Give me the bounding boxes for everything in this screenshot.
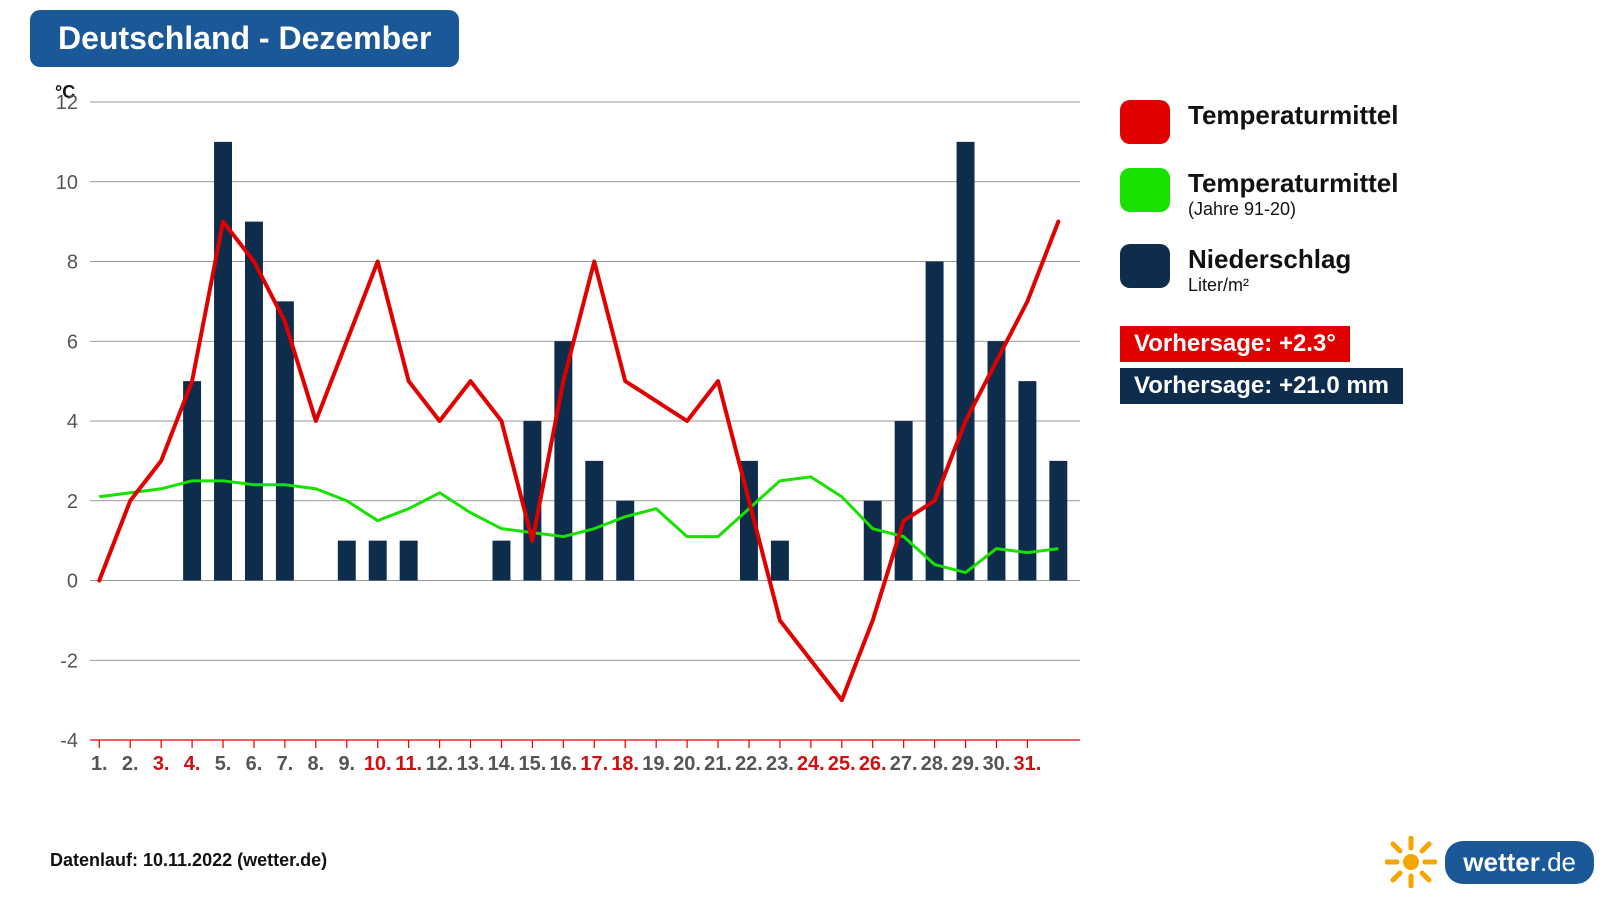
legend-item: Temperaturmittel(Jahre 91-20) (1120, 168, 1580, 220)
y-tick-label: -4 (60, 730, 78, 752)
legend-sublabel: (Jahre 91-20) (1188, 199, 1398, 220)
x-tick-label: 4. (184, 753, 201, 775)
x-tick-label: 12. (426, 753, 454, 775)
legend-label: Niederschlag (1188, 244, 1351, 275)
x-tick-label: 24. (797, 753, 825, 775)
wetter-logo: wetter.de (1385, 836, 1594, 888)
precip-bar (957, 142, 975, 581)
legend-item: NiederschlagLiter/m² (1120, 244, 1580, 296)
x-tick-label: 14. (488, 753, 516, 775)
title-text: Deutschland - Dezember (58, 20, 431, 56)
x-tick-label: 20. (673, 753, 701, 775)
x-tick-label: 30. (983, 753, 1011, 775)
y-tick-label: 10 (56, 172, 78, 194)
precip-bar (895, 421, 913, 581)
precip-bar (400, 541, 418, 581)
x-tick-label: 17. (580, 753, 608, 775)
precip-bar (338, 541, 356, 581)
precip-bar (771, 541, 789, 581)
legend-label: Temperaturmittel (1188, 168, 1398, 199)
x-tick-label: 28. (921, 753, 949, 775)
x-tick-label: 5. (215, 753, 232, 775)
precip-bar (864, 501, 882, 581)
page-title: Deutschland - Dezember (30, 10, 459, 67)
y-tick-label: -2 (60, 650, 78, 672)
y-tick-label: 2 (67, 491, 78, 513)
x-tick-label: 10. (364, 753, 392, 775)
y-tick-label: 6 (67, 331, 78, 353)
data-run-label: Datenlauf: 10.11.2022 (wetter.de) (50, 850, 327, 871)
legend-label: Temperaturmittel (1188, 100, 1398, 131)
x-tick-label: 15. (519, 753, 547, 775)
x-tick-label: 26. (859, 753, 887, 775)
legend-swatch (1120, 244, 1170, 288)
x-tick-label: 29. (952, 753, 980, 775)
x-tick-label: 22. (735, 753, 763, 775)
legend-item: Temperaturmittel (1120, 100, 1580, 144)
x-tick-label: 9. (338, 753, 355, 775)
y-tick-label: 12 (56, 92, 78, 114)
precip-bar (616, 501, 634, 581)
weather-chart: °C-4-20246810121.2.3.4.5.6.7.8.9.10.11.1… (30, 80, 1090, 780)
forecast-badge: Vorhersage: +2.3° (1120, 326, 1350, 362)
precip-bar (369, 541, 387, 581)
legend-swatch (1120, 100, 1170, 144)
sun-icon (1385, 836, 1437, 888)
y-tick-label: 0 (67, 571, 78, 593)
x-tick-label: 1. (91, 753, 108, 775)
precip-bar (1049, 461, 1067, 581)
y-tick-label: 8 (67, 252, 78, 274)
x-tick-label: 21. (704, 753, 732, 775)
x-tick-label: 25. (828, 753, 856, 775)
legend-swatch (1120, 168, 1170, 212)
x-tick-label: 8. (308, 753, 325, 775)
x-tick-label: 23. (766, 753, 794, 775)
x-tick-label: 2. (122, 753, 139, 775)
legend-sublabel: Liter/m² (1188, 275, 1351, 296)
precip-bar (492, 541, 510, 581)
x-tick-label: 18. (611, 753, 639, 775)
x-tick-label: 31. (1014, 753, 1042, 775)
x-tick-label: 3. (153, 753, 170, 775)
temp-climatology-line (99, 477, 1058, 573)
temp-forecast-line (99, 222, 1058, 701)
precip-bar (585, 461, 603, 581)
x-tick-label: 27. (890, 753, 918, 775)
x-tick-label: 6. (246, 753, 263, 775)
legend: TemperaturmittelTemperaturmittel(Jahre 9… (1120, 100, 1580, 404)
precip-bar (926, 262, 944, 581)
x-tick-label: 11. (395, 753, 422, 775)
x-tick-label: 13. (457, 753, 485, 775)
x-tick-label: 7. (277, 753, 294, 775)
x-tick-label: 19. (642, 753, 670, 775)
precip-bar (214, 142, 232, 581)
logo-pill: wetter.de (1445, 841, 1594, 884)
forecast-badge: Vorhersage: +21.0 mm (1120, 368, 1403, 404)
y-tick-label: 4 (67, 411, 78, 433)
x-tick-label: 16. (549, 753, 577, 775)
